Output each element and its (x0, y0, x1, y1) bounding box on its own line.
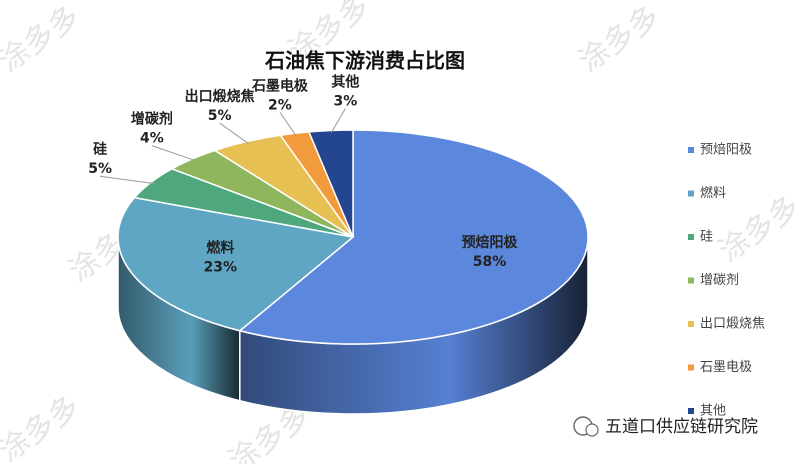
data-label-name: 预焙阳极 (462, 234, 519, 251)
legend-label: 石墨电极 (700, 360, 752, 375)
legend-swatch (688, 234, 694, 240)
data-label-value: 2% (268, 97, 292, 113)
legend-label: 出口煅烧焦 (700, 316, 765, 332)
chart-title: 石油焦下游消费占比图 (264, 49, 465, 73)
legend-swatch (688, 364, 694, 371)
pie (117, 129, 589, 415)
legend-swatch (688, 408, 694, 414)
legend-label: 燃料 (700, 185, 726, 201)
legend-label: 预焙阳极 (700, 143, 752, 158)
legend-swatch (688, 147, 694, 153)
data-label-value: 5% (88, 161, 112, 177)
pie-slice (117, 196, 355, 332)
data-label-value: 3% (333, 94, 357, 110)
source: 五道口供应链研究院 (605, 417, 758, 437)
legend-swatch (688, 277, 694, 284)
legend-swatch (688, 321, 694, 327)
data-label-value: 4% (140, 131, 164, 147)
data-label-name: 其他 (331, 74, 359, 91)
data-label-name: 燃料 (206, 240, 234, 257)
data-label-name: 硅 (93, 141, 107, 158)
data-label-name: 石墨电极 (251, 77, 309, 94)
data-label-value: 23% (204, 260, 238, 276)
data-label-name: 出口煅烧焦 (185, 88, 255, 105)
legend-label: 增碳剂 (700, 273, 739, 288)
wechat-icon (585, 423, 599, 437)
data-label-value: 5% (208, 108, 232, 124)
data-label-value: 58% (473, 254, 507, 270)
pie-slice (307, 129, 354, 238)
leader-line (330, 108, 346, 133)
pie-slice (238, 129, 589, 345)
leader-line (100, 175, 155, 185)
legend-label: 硅 (700, 230, 713, 245)
source-badge: 五道口供应链研究院 (573, 416, 758, 437)
leader-line (151, 145, 196, 162)
leader-line (279, 111, 297, 136)
legend-swatch (688, 190, 694, 197)
leader-line (219, 122, 249, 144)
legend-label: 其他 (700, 404, 726, 419)
data-label-name: 增碳剂 (131, 111, 173, 128)
data-labels: 预焙阳极 58% 燃料 23% 硅 5% 增碳剂 4% 出口煅烧焦 5% 石墨电极 2% 其他 3% (88, 74, 518, 276)
